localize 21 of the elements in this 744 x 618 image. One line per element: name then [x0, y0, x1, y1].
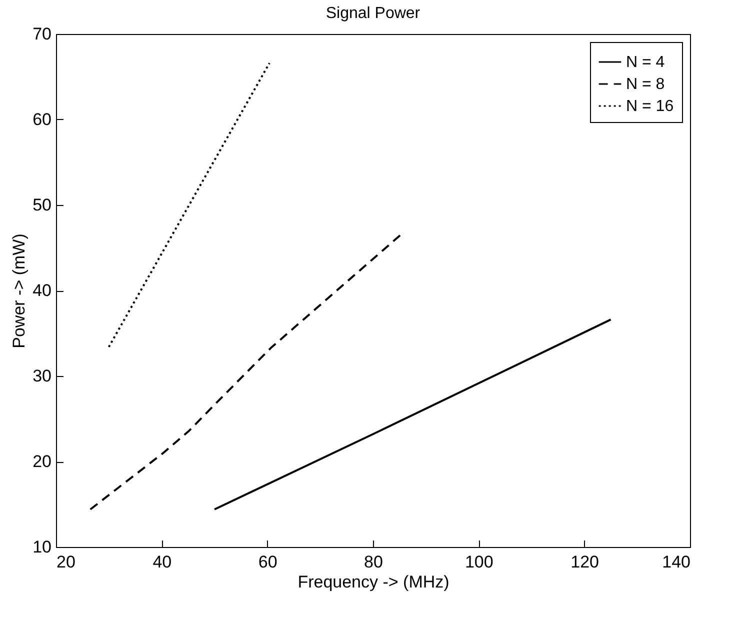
y-tick-label: 40: [32, 281, 52, 300]
chart-title: Signal Power: [326, 5, 421, 22]
legend-label: N = 8: [626, 76, 665, 93]
x-tick-label: 120: [570, 552, 600, 572]
x-tick-label: 140: [662, 552, 690, 572]
y-axis-title: Power -> (mW): [10, 234, 29, 348]
y-tick-label: 60: [32, 110, 52, 129]
x-tick-label: 80: [364, 552, 383, 572]
x-tick-label: 40: [152, 552, 172, 572]
x-tick-label: 60: [258, 552, 278, 572]
y-tick-label: 30: [32, 366, 52, 386]
y-tick-label: 70: [32, 24, 52, 44]
line-series: [89, 233, 403, 510]
legend-label: N = 4: [626, 54, 665, 71]
x-tick-label: 100: [464, 552, 494, 572]
y-tick-label: 20: [32, 452, 52, 471]
y-tick-label: 10: [32, 538, 52, 556]
legend-label: N = 16: [626, 98, 674, 115]
x-axis-title: Frequency -> (MHz): [298, 572, 450, 592]
x-tick-label: 20: [56, 552, 76, 572]
y-tick-label: 50: [32, 196, 52, 214]
